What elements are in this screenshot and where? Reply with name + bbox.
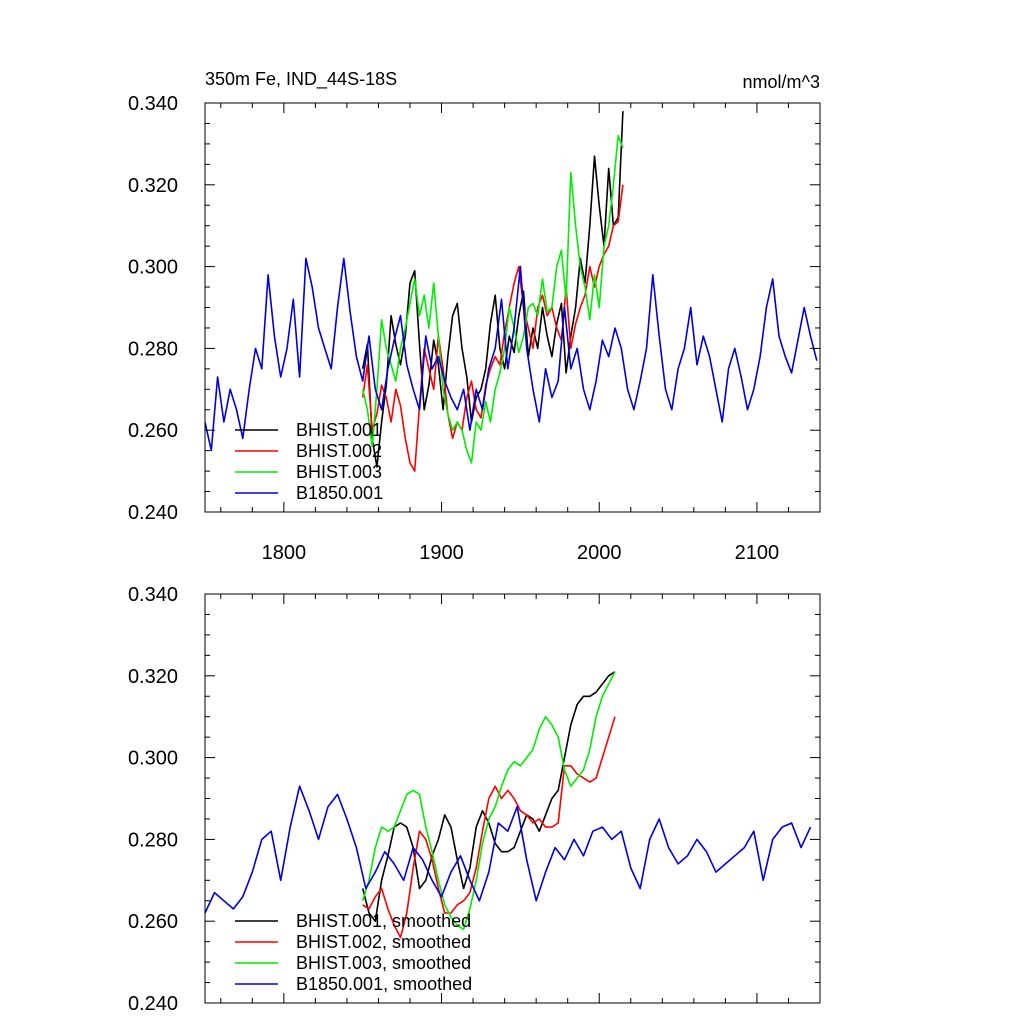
series-line-b1850-001 xyxy=(205,257,818,452)
legend-entry: BHIST.002 xyxy=(296,441,382,461)
legend-entry: B1850.001, smoothed xyxy=(296,974,472,994)
legend-entry: B1850.001 xyxy=(296,483,383,503)
y-tick-label: 0.260 xyxy=(128,420,178,442)
top-panel: 350m Fe, IND_44S-18S nmol/m^3 0.240 0.260… xyxy=(128,69,821,564)
y-tick-label: 0.340 xyxy=(128,93,178,115)
y-tick-label: 0.240 xyxy=(128,993,178,1015)
y-tick-label: 0.280 xyxy=(128,338,178,360)
legend-entry: BHIST.003 xyxy=(296,462,382,482)
y-tick-label: 0.340 xyxy=(128,584,178,606)
bottom-panel: 0.240 0.260 0.280 0.300 0.320 0.340 BHIST.001,… xyxy=(128,584,821,1015)
legend-entry: BHIST.001, smoothed xyxy=(296,911,471,931)
x-tick-label: 2000 xyxy=(577,542,622,564)
legend-entry: BHIST.003, smoothed xyxy=(296,953,471,973)
series-line-bhist-003-smoothed xyxy=(361,671,616,931)
units-label: nmol/m^3 xyxy=(743,72,820,92)
y-tick-label: 0.320 xyxy=(128,175,178,197)
series-line-bhist-001-smoothed xyxy=(361,671,616,923)
legend-entry: BHIST.001 xyxy=(296,420,382,440)
legend-entry: BHIST.002, smoothed xyxy=(296,932,471,952)
panel-title: 350m Fe, IND_44S-18S xyxy=(205,69,397,90)
series-line-bhist-002 xyxy=(361,184,624,472)
x-tick-label: 1800 xyxy=(262,542,307,564)
series-line-bhist-003 xyxy=(361,134,624,464)
series-line-b1850-001-smoothed xyxy=(205,785,812,914)
y-tick-label: 0.280 xyxy=(128,829,178,851)
y-tick-label: 0.300 xyxy=(128,748,178,770)
x-tick-label: 1900 xyxy=(419,542,464,564)
y-tick-label: 0.240 xyxy=(128,502,178,524)
y-tick-label: 0.320 xyxy=(128,666,178,688)
series-line-bhist-002-smoothed xyxy=(362,716,616,939)
x-tick-label: 2100 xyxy=(735,542,780,564)
y-tick-label: 0.300 xyxy=(128,257,178,279)
y-tick-label: 0.260 xyxy=(128,911,178,933)
